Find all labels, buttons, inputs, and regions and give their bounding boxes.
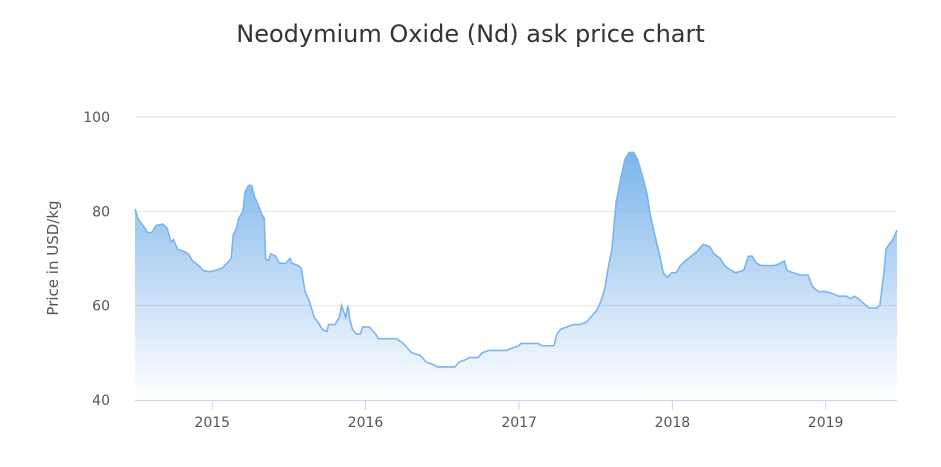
y-axis-title: Price in USD/kg <box>44 200 62 315</box>
x-tick-label: 2015 <box>194 415 230 431</box>
x-tick-label: 2016 <box>348 415 384 431</box>
y-tick-label: 100 <box>83 110 110 126</box>
series-line <box>134 151 898 368</box>
x-tick-label: 2018 <box>655 415 691 431</box>
axes: 40 60 80 100 2015 2016 2017 2018 2019 <box>83 110 897 431</box>
series-area-fill <box>135 152 897 400</box>
y-tick-label: 60 <box>92 299 110 315</box>
x-tick-label: 2017 <box>501 415 537 431</box>
x-tick-label: 2019 <box>808 415 844 431</box>
y-tick-label: 80 <box>92 204 110 220</box>
y-tick-label: 40 <box>92 393 110 409</box>
chart-title: Neodymium Oxide (Nd) ask price chart <box>236 20 705 48</box>
series-area <box>134 151 898 400</box>
